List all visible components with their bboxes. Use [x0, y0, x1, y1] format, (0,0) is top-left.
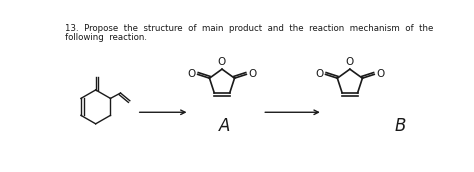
Text: O: O — [346, 57, 354, 67]
Text: 13.  Propose  the  structure  of  main  product  and  the  reaction  mechanism  : 13. Propose the structure of main produc… — [65, 24, 434, 34]
Text: O: O — [187, 69, 195, 79]
Text: O: O — [376, 69, 385, 79]
Text: O: O — [315, 69, 323, 79]
Text: B: B — [394, 117, 406, 135]
Text: following  reaction.: following reaction. — [65, 33, 147, 42]
Text: O: O — [218, 57, 226, 67]
Text: A: A — [219, 117, 230, 135]
Text: O: O — [249, 69, 257, 79]
